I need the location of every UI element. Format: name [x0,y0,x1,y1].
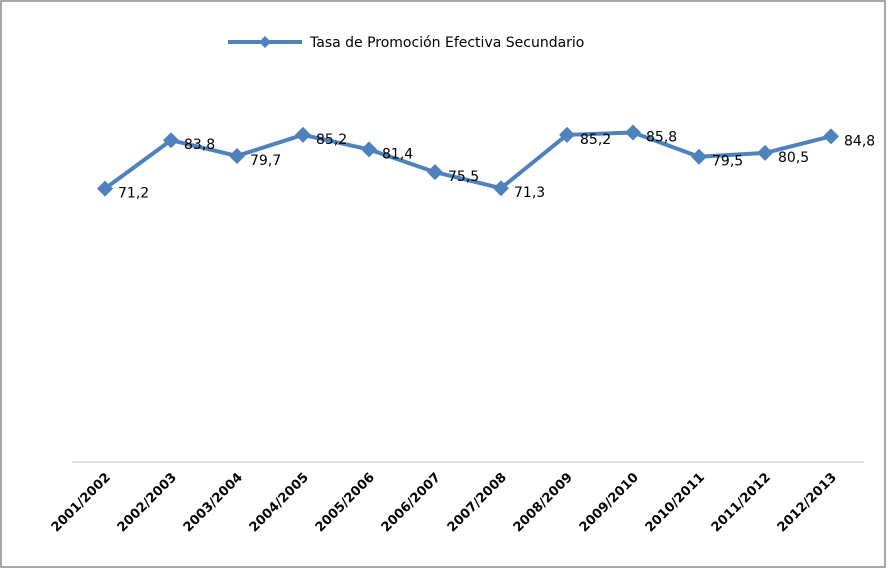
data-point [559,126,575,143]
data-label: 85,8 [646,130,677,146]
chart-frame [0,0,886,568]
data-point [229,147,245,164]
data-point [691,148,707,165]
data-label: 71,2 [118,186,149,202]
data-label: 85,2 [580,132,611,148]
data-label: 85,2 [316,132,347,148]
data-label: 80,5 [778,150,809,166]
data-point [625,124,641,141]
data-point [163,132,179,149]
data-label: 79,5 [712,154,743,170]
data-label: 83,8 [184,137,215,153]
data-point [493,180,509,197]
data-point [823,128,839,145]
legend-label: Tasa de Promoción Efectiva Secundario [309,35,584,51]
data-label: 71,3 [514,185,545,201]
data-label: 79,7 [250,153,281,169]
data-point [97,180,113,197]
data-point [295,126,311,143]
data-label: 84,8 [844,133,875,149]
data-point [361,141,377,158]
data-label: 75,5 [448,169,479,185]
series-line [103,130,832,191]
data-point [757,144,773,161]
data-label: 81,4 [382,146,413,162]
legend-marker [259,36,271,48]
data-point [427,164,443,181]
